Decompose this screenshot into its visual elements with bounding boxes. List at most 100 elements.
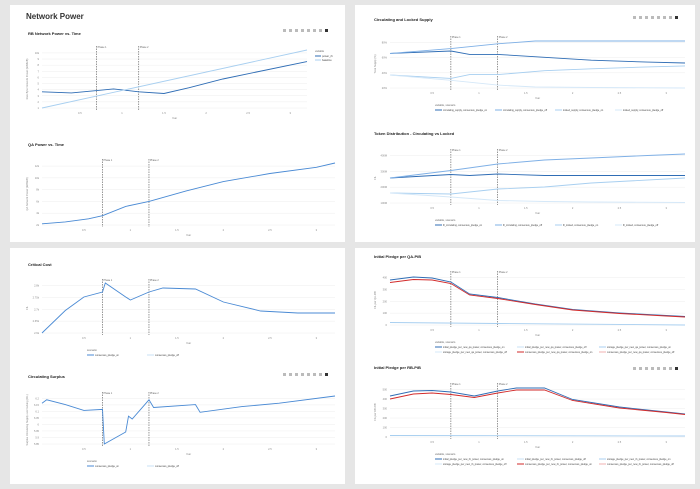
legend-item[interactable]: consensus_pledge_off xyxy=(155,354,179,357)
series-line[interactable] xyxy=(389,276,686,317)
phase-label: Phase 1 xyxy=(98,46,107,49)
camera-icon[interactable] xyxy=(633,16,636,19)
x-tick-label: 1 xyxy=(478,206,480,210)
series-line[interactable] xyxy=(389,177,686,195)
series-line[interactable] xyxy=(389,65,686,79)
series-line[interactable] xyxy=(389,322,686,326)
series-line[interactable] xyxy=(389,389,686,415)
zoom-out-icon[interactable] xyxy=(657,367,660,370)
legend-item[interactable]: consensus_pledge_off xyxy=(155,465,179,468)
zoom-out-icon[interactable] xyxy=(657,16,660,19)
pan-icon[interactable] xyxy=(295,29,298,32)
autoscale-icon[interactable] xyxy=(663,16,666,19)
series-line[interactable] xyxy=(389,435,686,437)
series-line[interactable] xyxy=(389,153,686,179)
legend-item[interactable]: storage_pledge_per_new_rb_power, consens… xyxy=(443,463,507,466)
phase-label: Phase 2 xyxy=(499,271,508,274)
x-tick-label: 1.5 xyxy=(175,336,179,340)
camera-icon[interactable] xyxy=(283,29,286,32)
pan-icon[interactable] xyxy=(645,367,648,370)
y-tick-label: 5.9 xyxy=(35,435,39,439)
legend-item[interactable]: initial_pledge_per_new_qa_power, consens… xyxy=(525,346,587,349)
series-line[interactable] xyxy=(41,395,336,445)
legend-item[interactable]: consensus_pledge_on xyxy=(95,465,120,468)
series-line[interactable] xyxy=(389,279,686,318)
zoom-in-icon[interactable] xyxy=(651,367,654,370)
x-tick-label: 2 xyxy=(223,447,225,451)
legend-title: variable, scenario xyxy=(435,218,456,222)
autoscale-icon[interactable] xyxy=(313,373,316,376)
phase-label: Phase 1 xyxy=(103,159,112,162)
legend-item[interactable]: consensus_pledge_per_new_qa_power, conse… xyxy=(525,351,593,354)
reset-icon[interactable] xyxy=(319,373,322,376)
legend-item[interactable]: initial_pledge_per_new_qa_power, consens… xyxy=(443,346,505,349)
legend-item[interactable]: consensus_pledge_per_new_rb_power, conse… xyxy=(525,463,593,466)
series-line[interactable] xyxy=(389,40,685,54)
legend-item[interactable]: consensus_pledge_on xyxy=(95,354,120,357)
autoscale-icon[interactable] xyxy=(313,29,316,32)
zoom-icon[interactable] xyxy=(289,373,292,376)
legend-item[interactable]: baseline xyxy=(322,58,332,62)
plotly-logo-icon[interactable] xyxy=(325,29,328,32)
zoom-icon[interactable] xyxy=(639,367,642,370)
series-line[interactable] xyxy=(41,282,335,334)
legend-item[interactable]: initial_pledge_per_new_rb_power, consens… xyxy=(443,458,505,461)
legend-item[interactable]: consensus_pledge_per_new_rb_power, conse… xyxy=(607,463,674,466)
y-tick-label: 100 xyxy=(383,426,388,430)
plotly-logo-icon[interactable] xyxy=(675,367,678,370)
pan-icon[interactable] xyxy=(645,16,648,19)
series-line[interactable] xyxy=(389,74,686,89)
autoscale-icon[interactable] xyxy=(663,367,666,370)
phase-label: Phase 1 xyxy=(452,271,461,274)
legend-item[interactable]: circulating_supply, consensus_pledge_off xyxy=(503,109,547,112)
legend-item[interactable]: locked_supply, consensus_pledge_on xyxy=(563,109,604,112)
legend-item[interactable]: storage_pledge_per_new_qa_power, consens… xyxy=(607,346,672,349)
series-line[interactable] xyxy=(389,192,686,203)
x-tick-label: 1.5 xyxy=(524,440,528,444)
x-tick-label: 3 xyxy=(316,447,318,451)
series-line[interactable] xyxy=(389,173,685,179)
reset-icon[interactable] xyxy=(669,16,672,19)
phase-label: Phase 2 xyxy=(140,46,149,49)
reset-icon[interactable] xyxy=(669,367,672,370)
camera-icon[interactable] xyxy=(283,373,286,376)
phase-label: Phase 2 xyxy=(150,159,159,162)
legend-item[interactable]: storage_pledge_per_new_qa_power, consens… xyxy=(443,351,507,354)
plotly-logo-icon[interactable] xyxy=(675,16,678,19)
series-line[interactable] xyxy=(41,162,336,225)
chart-title: Token Distribution - Circulating vs Lock… xyxy=(374,131,455,136)
legend-item[interactable]: fil_circulating, consensus_pledge_on xyxy=(443,224,483,227)
panel-left-top xyxy=(10,5,345,242)
series-line[interactable] xyxy=(389,50,686,64)
x-axis-label: Year xyxy=(186,341,191,345)
camera-icon[interactable] xyxy=(633,367,636,370)
legend-item[interactable]: locked_supply, consensus_pledge_off xyxy=(623,109,664,112)
plotly-logo-icon[interactable] xyxy=(325,373,328,376)
legend-item[interactable]: initial_pledge_per_new_rb_power, consens… xyxy=(525,458,586,461)
y-axis-label: FIL xyxy=(373,176,377,180)
pan-icon[interactable] xyxy=(295,373,298,376)
x-tick-label: 0.5 xyxy=(430,206,434,210)
legend-item[interactable]: circulating_supply, consensus_pledge_on xyxy=(443,109,488,112)
legend-item[interactable]: power_rb xyxy=(322,54,333,58)
legend-item[interactable]: storage_pledge_per_new_rb_power, consens… xyxy=(607,458,671,461)
zoom-icon[interactable] xyxy=(639,16,642,19)
zoom-out-icon[interactable] xyxy=(307,373,310,376)
series-line[interactable] xyxy=(41,61,308,94)
zoom-in-icon[interactable] xyxy=(651,16,654,19)
x-tick-label: 2.5 xyxy=(618,91,622,95)
reset-icon[interactable] xyxy=(319,29,322,32)
zoom-in-icon[interactable] xyxy=(301,373,304,376)
zoom-out-icon[interactable] xyxy=(307,29,310,32)
zoom-in-icon[interactable] xyxy=(301,29,304,32)
y-tick-label: 6.1 xyxy=(35,409,39,413)
series-line[interactable] xyxy=(389,387,686,415)
legend-item[interactable]: fil_circulating, consensus_pledge_off xyxy=(503,224,542,227)
phase-label: Phase 1 xyxy=(452,36,461,39)
chart-title: Critical Cost xyxy=(28,262,52,267)
legend-item[interactable]: consensus_pledge_per_new_qa_power, conse… xyxy=(607,351,675,354)
legend-item[interactable]: fil_locked, consensus_pledge_on xyxy=(563,224,599,227)
legend-item[interactable]: fil_locked, consensus_pledge_off xyxy=(623,224,659,227)
series-line[interactable] xyxy=(41,49,308,109)
zoom-icon[interactable] xyxy=(289,29,292,32)
